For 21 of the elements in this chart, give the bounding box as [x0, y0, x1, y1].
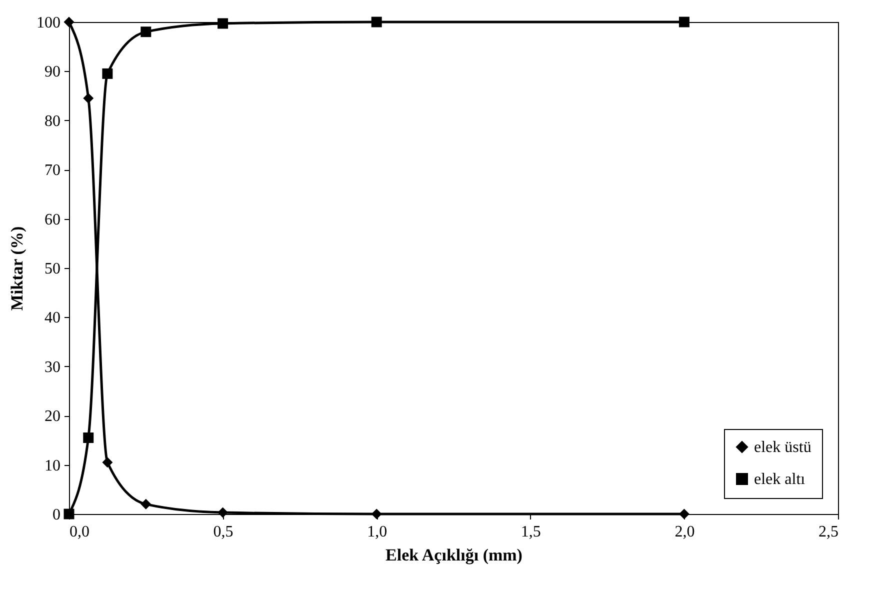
y-tick-label: 50 [44, 260, 60, 278]
y-tick-label: 90 [44, 64, 60, 81]
x-tick-label: 2,0 [674, 524, 695, 540]
x-tick-label: 0,0 [70, 524, 90, 540]
y-tick-label: 60 [44, 211, 60, 228]
x-axis-title: Elek Açıklığı (mm) [386, 546, 522, 564]
legend-label: elek üstü [754, 439, 812, 456]
y-axis-title: Miktar (%) [8, 226, 26, 311]
x-tick-label: 0,5 [213, 524, 234, 540]
y-tick-label: 10 [44, 457, 60, 474]
y-tick-label: 80 [44, 112, 60, 130]
y-tick-label: 100 [36, 14, 60, 32]
x-tick-label: 1,0 [367, 524, 388, 540]
y-tick-label: 30 [44, 358, 60, 376]
legend-label: elek altı [754, 471, 806, 488]
x-tick-label: 2,5 [818, 524, 838, 540]
y-tick-label: 20 [44, 408, 60, 426]
y-tick-label: 40 [44, 310, 60, 327]
x-tick-label: 1,5 [520, 524, 541, 540]
y-tick-label: 0 [52, 506, 60, 524]
y-tick-label: 70 [44, 162, 60, 180]
